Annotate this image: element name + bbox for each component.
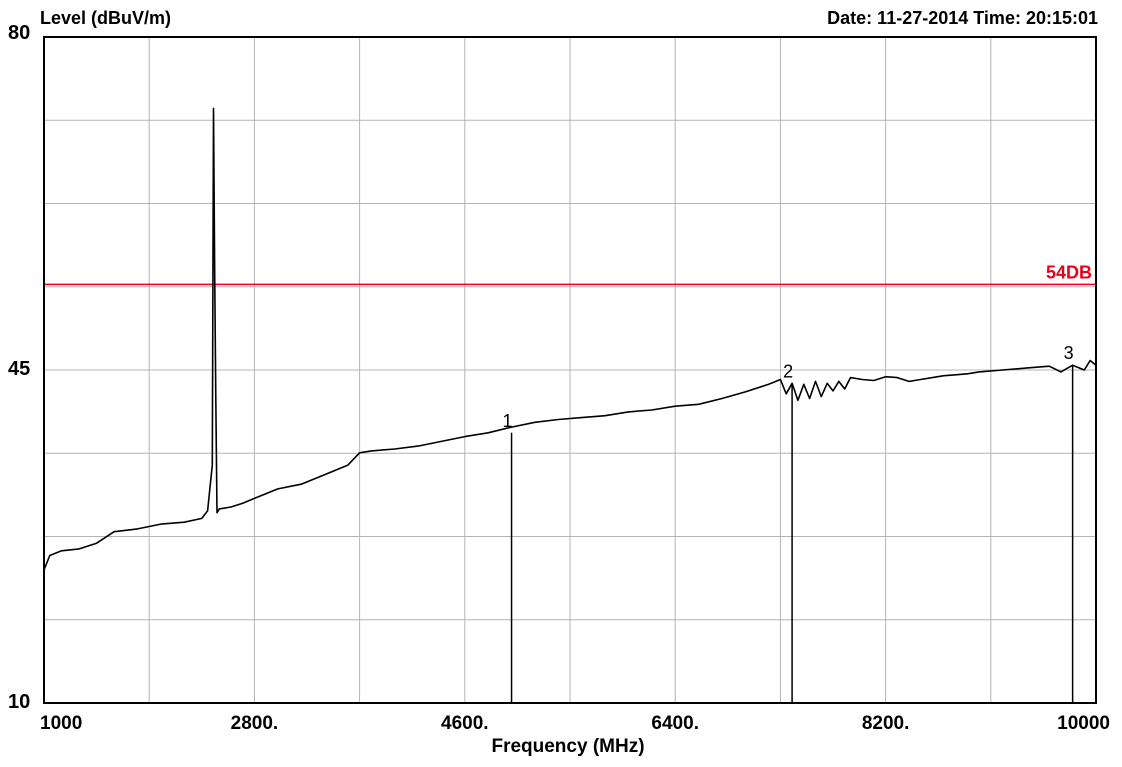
marker-group: 1 2 3 [503,343,1074,703]
x-tick-label: 6400. [651,713,699,734]
y-tick-label-top: 80 [8,22,31,44]
x-tick-label: 4600. [441,713,489,734]
marker-label-2: 2 [783,361,793,381]
x-tick-label: 1000 [40,713,82,734]
y-tick-label-bottom: 10 [8,691,31,713]
y-tick-label-middle: 45 [8,358,31,380]
marker-label-3: 3 [1064,343,1074,363]
y-axis-title: Level (dBuV/m) [40,8,172,28]
spectrum-trace [43,107,1097,571]
x-tick-label: 10000 [1057,713,1110,734]
marker-label-1: 1 [503,411,513,431]
x-tick-label: 8200. [862,713,910,734]
grid-lines [44,37,1096,703]
plot-frame [43,36,1097,704]
limit-line-group: 54DB [44,262,1096,286]
limit-line-label: 54DB [1046,262,1092,282]
x-tick-labels: 1000 2800. 4600. 6400. 8200. 10000 [40,713,1110,734]
date-time-stamp: Date: 11-27-2014 Time: 20:15:01 [827,8,1098,28]
x-tick-label: 2800. [231,713,279,734]
x-axis-title: Frequency (MHz) [491,736,645,757]
